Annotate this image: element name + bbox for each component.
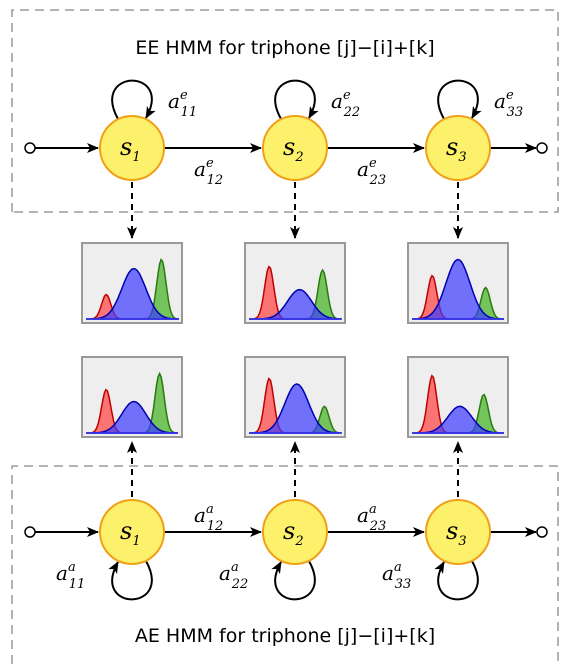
ae-self-loop-3 xyxy=(434,560,479,601)
ae-state-3-circle xyxy=(425,499,491,565)
ee-transition-label-23: ae 23 xyxy=(357,156,386,188)
ee-self-loop-label-1: ae 11 xyxy=(168,88,197,120)
ae-self-loop-label-1: aa 11 xyxy=(56,560,85,592)
ae-frame xyxy=(11,465,559,664)
ae-self-loop-label-3: aa 33 xyxy=(382,560,411,592)
ee-transition-label-12: ae 12 xyxy=(194,156,223,188)
ae-start-node xyxy=(24,526,36,538)
ee-emission-panel-1-component-2 xyxy=(86,267,179,320)
ee-state-1-label: s1 xyxy=(120,133,141,165)
ee-end-node xyxy=(536,142,548,154)
ae-emission-panel-1-component-2 xyxy=(86,400,179,434)
ee-state-3-circle xyxy=(425,115,491,181)
ae-state-1-circle xyxy=(99,499,165,565)
ee-self-loop-3 xyxy=(437,79,482,120)
ae-state-2-circle xyxy=(262,499,328,565)
ee-self-loop-label-3: ae 33 xyxy=(494,88,523,120)
ee-state-1-circle xyxy=(99,115,165,181)
ae-state-2-label: s2 xyxy=(283,517,304,549)
ae-self-loop-1 xyxy=(108,560,153,601)
ae-title: AE HMM for triphone [j]−[i]+[k] xyxy=(135,625,435,647)
ee-state-2-label: s2 xyxy=(283,133,304,165)
ee-state-2-circle xyxy=(262,115,328,181)
ae-transition-label-23: aa 23 xyxy=(357,502,386,534)
ee-start-node xyxy=(24,142,36,154)
ee-self-loop-2 xyxy=(274,79,319,120)
ee-self-loop-label-2: ae 22 xyxy=(331,88,360,120)
ae-self-loop-label-2: aa 22 xyxy=(219,560,248,592)
ae-state-3-label: s3 xyxy=(446,517,467,549)
ee-emission-panel-3-component-2 xyxy=(411,258,505,320)
ae-transition-label-12: aa 12 xyxy=(194,502,223,534)
ae-end-node xyxy=(536,526,548,538)
ae-emission-panel-2-component-2 xyxy=(249,383,342,434)
ee-title: EE HMM for triphone [j]−[i]+[k] xyxy=(135,37,434,59)
diagram-elements: s1 ae 11 s2 ae 22 s3 ae 33 ae 12 ae 23 s1 aa 11 s2 aa 22 s3… xyxy=(24,79,548,601)
ee-self-loop-1 xyxy=(111,79,156,120)
ae-self-loop-2 xyxy=(271,560,316,601)
ae-state-1-label: s1 xyxy=(120,517,141,549)
ee-frame xyxy=(11,9,559,213)
ee-state-3-label: s3 xyxy=(446,133,467,165)
